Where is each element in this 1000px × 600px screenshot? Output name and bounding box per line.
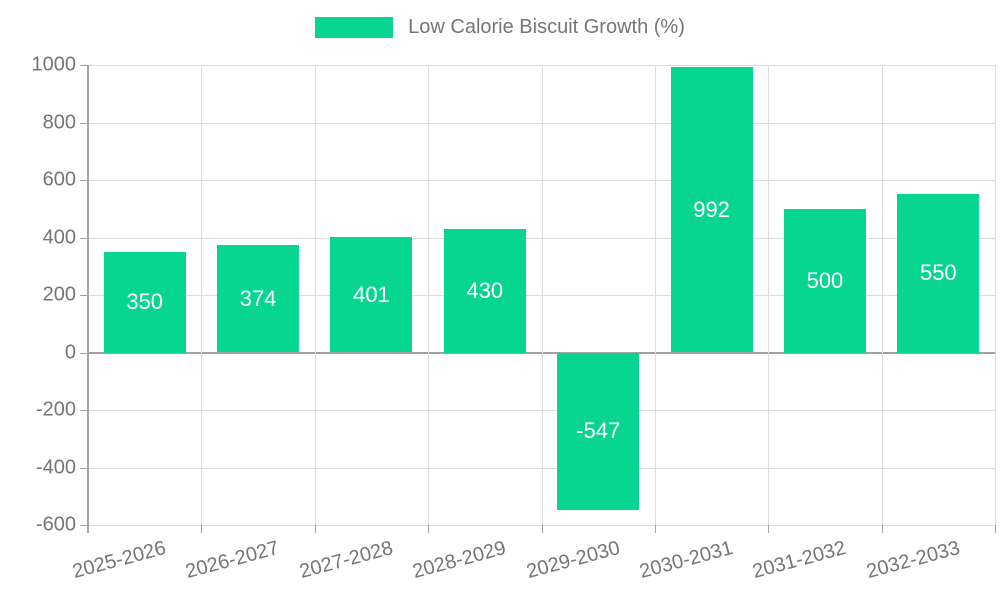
- gridline-vertical: [881, 65, 883, 525]
- bar-value-label: 500: [806, 267, 844, 293]
- y-axis-tick: [80, 180, 88, 181]
- x-axis-tick: [995, 525, 996, 533]
- x-axis-tick: [654, 525, 656, 533]
- bar[interactable]: 401: [330, 237, 413, 353]
- x-axis-tick-label: 2028-2029: [410, 537, 509, 584]
- legend-swatch: [315, 17, 394, 38]
- y-axis-tick: [80, 410, 88, 411]
- y-axis-tick-label: -200: [35, 398, 76, 421]
- gridline-vertical: [428, 65, 430, 525]
- y-axis-tick-label: -400: [35, 456, 76, 478]
- y-axis-tick-label: 400: [42, 226, 76, 248]
- gridline-vertical: [541, 65, 543, 525]
- bar[interactable]: 350: [103, 251, 186, 353]
- y-axis-tick: [80, 122, 88, 124]
- x-axis-tick-label: 2025-2026: [70, 537, 169, 584]
- gridline-vertical: [654, 65, 656, 525]
- y-axis-tick: [80, 352, 88, 354]
- x-axis-tick: [541, 525, 543, 533]
- x-axis-tick-label: 2031-2032: [750, 537, 849, 584]
- x-axis-tick: [768, 525, 770, 533]
- x-axis-tick-label: 2030-2031: [637, 537, 736, 584]
- bar-value-label: -547: [576, 418, 621, 444]
- bar[interactable]: 430: [443, 228, 526, 353]
- x-axis-tick-label: 2032-2033: [863, 537, 963, 584]
- gridline-vertical: [314, 65, 316, 525]
- gridline-vertical: [768, 65, 770, 525]
- gridline-vertical: [995, 65, 996, 525]
- y-axis-tick-label: -600: [35, 513, 76, 536]
- bar[interactable]: 374: [217, 244, 300, 353]
- y-axis-tick-label: 1000: [31, 53, 77, 76]
- y-axis-tick: [80, 467, 88, 469]
- y-axis-tick-label: 200: [42, 283, 76, 306]
- legend[interactable]: Low Calorie Biscuit Growth (%): [0, 16, 1000, 39]
- bar-value-label: 430: [466, 277, 504, 303]
- y-axis-tick: [80, 237, 88, 239]
- bar[interactable]: 550: [897, 194, 980, 353]
- y-axis-tick-label: 800: [42, 111, 76, 133]
- bar[interactable]: -547: [557, 352, 640, 510]
- bar-value-label: 550: [919, 260, 957, 286]
- x-axis-tick: [314, 525, 316, 533]
- bar-value-label: 401: [353, 281, 390, 307]
- x-axis-tick-label: 2026-2027: [183, 537, 282, 584]
- y-axis-tick: [80, 65, 88, 66]
- bar-value-label: 374: [239, 285, 277, 311]
- bar[interactable]: 992: [670, 67, 753, 353]
- y-axis-line: [87, 65, 89, 533]
- bar-value-label: 992: [693, 196, 730, 222]
- y-axis-tick-label: 0: [64, 341, 76, 363]
- y-axis-tick: [80, 525, 88, 526]
- x-axis-tick: [428, 525, 430, 533]
- x-axis-tick: [881, 525, 883, 533]
- x-axis-tick-label: 2027-2028: [297, 537, 396, 584]
- bar-value-label: 350: [126, 289, 164, 315]
- x-axis-tick: [201, 525, 203, 533]
- legend-label: Low Calorie Biscuit Growth (%): [408, 16, 685, 38]
- y-axis-tick: [80, 295, 88, 296]
- y-axis-tick-label: 600: [42, 168, 76, 191]
- x-axis-tick-label: 2029-2030: [523, 537, 622, 584]
- gridline-vertical: [201, 65, 203, 525]
- bar[interactable]: 500: [783, 208, 866, 353]
